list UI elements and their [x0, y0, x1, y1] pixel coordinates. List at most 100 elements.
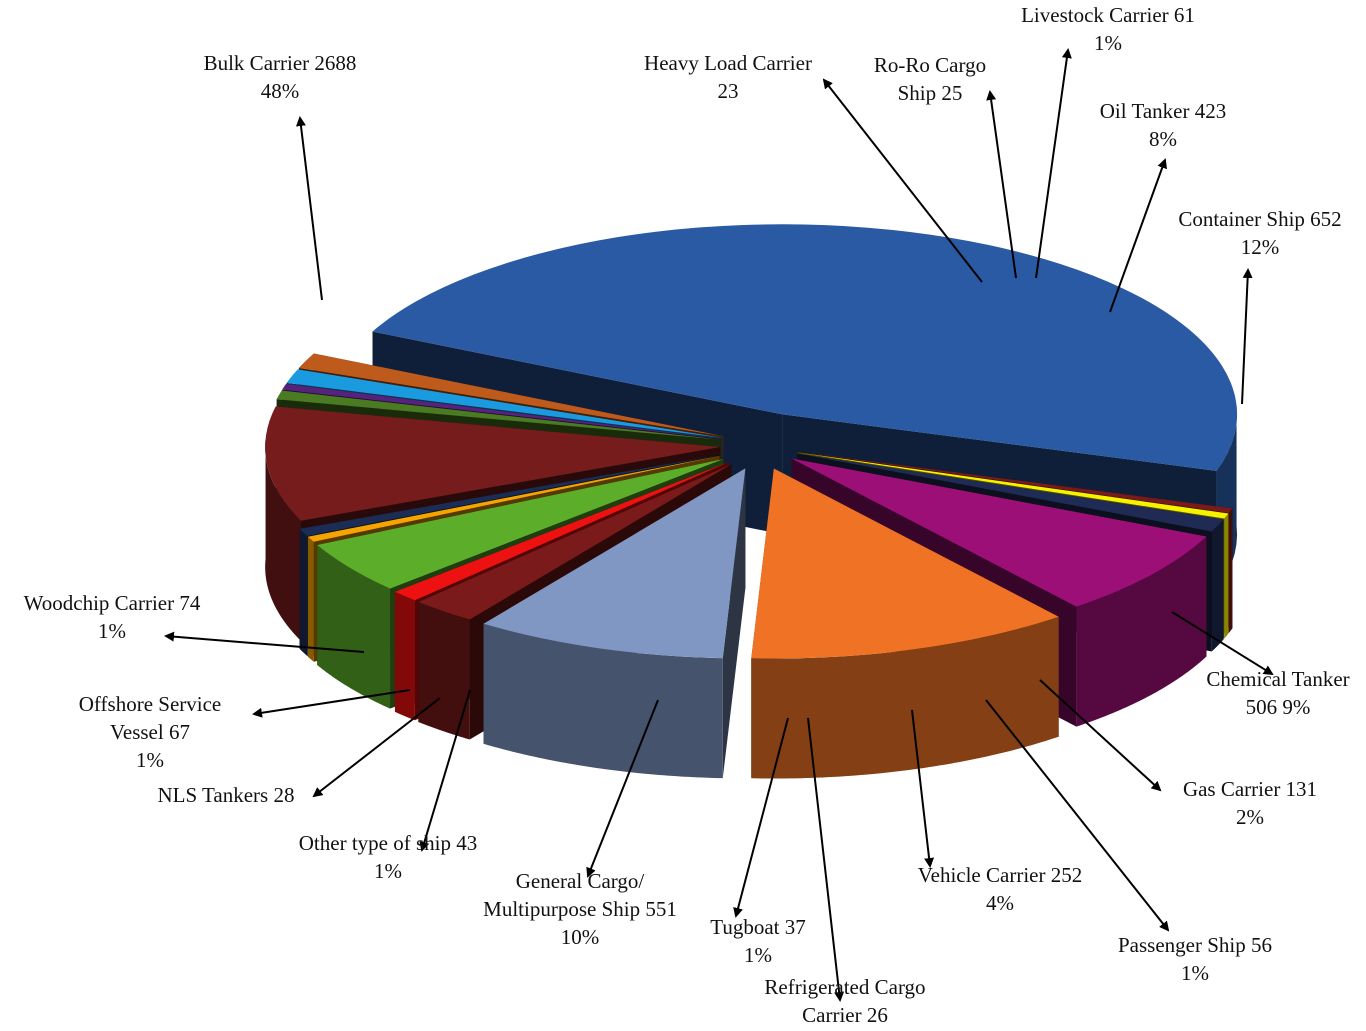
data-label: Oil Tanker 423 8%	[1100, 99, 1226, 151]
leader-arrow	[911, 709, 935, 868]
slice-top	[418, 464, 732, 620]
data-label-line: 2%	[1236, 805, 1264, 829]
leader-arrow	[419, 689, 471, 852]
data-label: NLS Tankers 28	[158, 783, 295, 807]
slice-top	[483, 468, 746, 659]
data-label: Passenger Ship 56 1%	[1118, 933, 1272, 985]
data-label: Vehicle Carrier 252 4%	[918, 863, 1082, 915]
leader-arrow	[312, 697, 441, 798]
data-label-line: Ro-Ro Cargo	[874, 53, 986, 77]
leader-arrow	[985, 699, 1170, 932]
data-label-line: 506 9%	[1246, 695, 1311, 719]
leader-arrow	[986, 90, 1017, 279]
data-label-line: Livestock Carrier 61	[1021, 3, 1195, 27]
data-label: Gas Carrier 131 2%	[1183, 777, 1317, 829]
data-label-line: Offshore Service	[79, 692, 221, 716]
data-label: Livestock Carrier 61 1%	[1021, 3, 1195, 55]
slice-outer-wall	[1228, 508, 1233, 633]
slice-chemical-tanker	[483, 468, 746, 779]
leader-arrow	[1109, 158, 1167, 313]
slice-outer-wall	[1076, 536, 1207, 727]
data-label: Container Ship 652 12%	[1178, 207, 1341, 259]
data-label-line: Bulk Carrier 2688	[204, 51, 357, 75]
data-label: Chemical Tanker 506 9%	[1206, 667, 1349, 719]
data-label: Bulk Carrier 2688 48%	[204, 51, 357, 103]
pie-slices	[265, 224, 1238, 779]
data-label-line: Ship 25	[898, 81, 963, 105]
data-label-line: Oil Tanker 423	[1100, 99, 1226, 123]
data-label-line: 4%	[986, 891, 1014, 915]
leader-arrow	[586, 699, 659, 878]
data-label-line: 1%	[744, 943, 772, 967]
slice-outer-wall	[299, 528, 308, 656]
leader-arrow	[733, 717, 789, 918]
slice-outer-wall	[317, 545, 391, 709]
data-label-line: 1%	[136, 748, 164, 772]
data-label-line: 23	[718, 79, 739, 103]
leader-arrow	[807, 717, 845, 1002]
data-label-line: NLS Tankers 28	[158, 783, 295, 807]
slice-top	[751, 468, 1059, 659]
data-label-line: Chemical Tanker	[1206, 667, 1349, 691]
leader-lines	[164, 48, 1274, 1002]
data-label-line: 1%	[1181, 961, 1209, 985]
data-label-line: Vessel 67	[110, 720, 190, 744]
data-label: Heavy Load Carrier 23	[644, 51, 812, 103]
data-label-line: 12%	[1241, 235, 1280, 259]
slice-labels: Bulk Carrier 2688 48% Heavy Load Carrier 23…	[24, 3, 1350, 1027]
data-label-line: Woodchip Carrier 74	[24, 591, 201, 615]
data-label-line: Passenger Ship 56	[1118, 933, 1272, 957]
data-label-line: Gas Carrier 131	[1183, 777, 1317, 801]
data-label-line: General Cargo/	[516, 869, 645, 893]
leader-arrow	[164, 631, 365, 653]
leader-arrow	[1039, 679, 1162, 792]
data-label-line: 8%	[1149, 127, 1177, 151]
slice-top	[317, 459, 724, 589]
slice-outer-wall	[265, 439, 301, 641]
slice-top	[394, 462, 729, 601]
data-label-line: 10%	[561, 925, 600, 949]
slice-top	[791, 458, 1207, 607]
slice-container-ship	[751, 468, 1059, 779]
slice-top	[286, 369, 723, 438]
data-label: Tugboat 37 1%	[710, 915, 806, 967]
data-label-line: 48%	[261, 79, 300, 103]
slice-top	[307, 455, 720, 542]
slice-outer-wall	[394, 591, 415, 721]
slice-outer-wall	[1224, 513, 1229, 639]
data-label-line: Refrigerated Cargo	[764, 975, 925, 999]
data-label-line: Container Ship 652	[1178, 207, 1341, 231]
slice-top	[265, 406, 721, 521]
data-label-line: Vehicle Carrier 252	[918, 863, 1082, 887]
leader-arrow	[295, 116, 323, 301]
data-label: Ro-Ro Cargo Ship 25	[874, 53, 986, 105]
data-label: Offshore Service Vessel 67 1%	[79, 692, 221, 772]
slice-outer-wall	[1211, 519, 1224, 652]
slice-top	[298, 353, 724, 437]
data-label: Woodchip Carrier 74 1%	[24, 591, 201, 643]
slice-outer-wall	[751, 616, 1059, 779]
leader-arrow	[252, 689, 411, 718]
data-label: General Cargo/Multipurpose Ship 551 10%	[483, 869, 677, 949]
data-label-line: Carrier 26	[802, 1003, 888, 1027]
slice-outer-wall	[483, 623, 723, 779]
slice-top	[276, 390, 722, 440]
data-label: Refrigerated Cargo Carrier 26	[764, 975, 925, 1027]
data-label-line: Multipurpose Ship 551	[483, 897, 677, 921]
slice-top	[797, 453, 1224, 532]
slice-top	[299, 455, 719, 536]
leader-arrow	[1035, 48, 1072, 279]
data-label-line: 1%	[1094, 31, 1122, 55]
data-label: Other type of ship 43 1%	[299, 831, 477, 883]
slice-outer-wall	[307, 536, 314, 662]
data-label-line: Tugboat 37	[710, 915, 806, 939]
data-label-line: Heavy Load Carrier	[644, 51, 812, 75]
slice-top	[798, 451, 1233, 513]
slice-top	[797, 452, 1229, 519]
leader-arrow	[1171, 611, 1274, 676]
slice-top	[282, 383, 722, 439]
leader-arrow	[822, 78, 983, 283]
slice-top	[372, 224, 1238, 471]
leader-arrow	[1241, 268, 1253, 405]
